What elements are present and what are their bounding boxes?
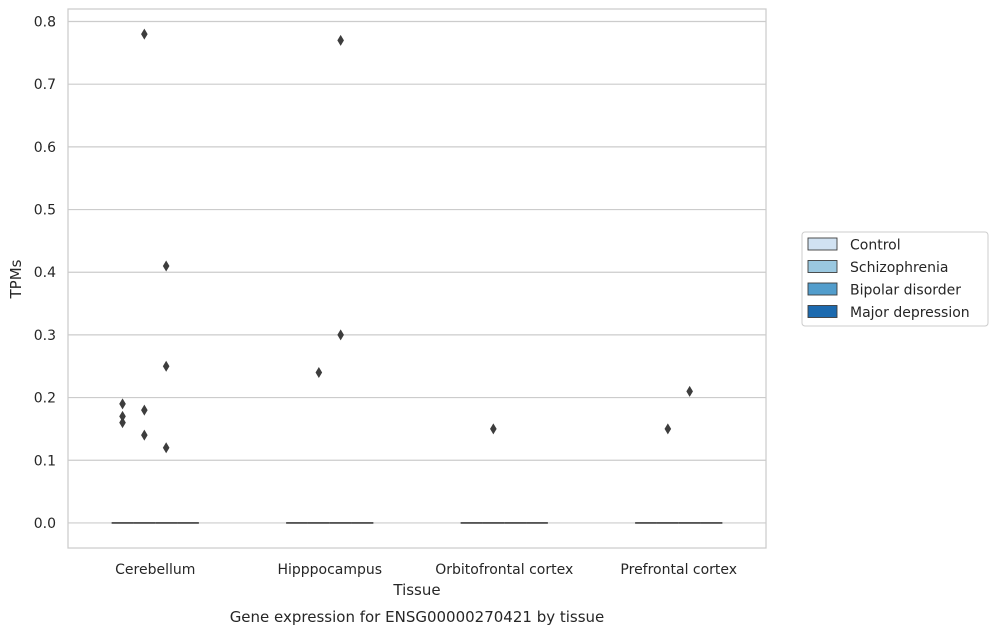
legend-items: Control Schizophrenia Bipolar disorder Majo… [807,237,970,321]
y-tick-label: 0.2 [34,391,56,407]
x-tick-label: Orbitofrontal cortex [435,562,573,578]
y-tick-label: 0.8 [34,15,56,31]
legend-frame [801,231,989,327]
outlier-point [686,385,693,397]
outlier-point [315,367,323,379]
outlier-point [162,360,170,372]
legend-entry: Major depression [850,305,970,321]
legend-entry: Control [850,238,901,254]
grid-layer [68,20,766,524]
outlier-point [162,260,170,272]
outlier-point [119,398,126,410]
outlier-point [119,410,126,422]
outlier-point [664,423,672,435]
plot-frame [67,8,767,549]
y-tick-label: 0.6 [34,140,56,156]
legend-swatch [807,260,838,273]
y-tick-label: 0.4 [34,265,56,281]
y-tick-label: 0.3 [34,328,56,344]
y-tick-label: 0.7 [34,77,56,93]
x-tick-label: Cerebellum [115,562,195,578]
outlier-point [119,417,126,429]
x-tick-labels: Cerebellum Hipppocampus Orbitofrontal cort… [115,562,737,578]
y-tick-label: 0.1 [34,453,56,469]
legend: Control Schizophrenia Bipolar disorder Majo… [801,231,989,327]
outlier-point [337,329,344,341]
outlier-point [337,34,344,46]
legend-entry: Schizophrenia [850,260,948,276]
legend-entry: Bipolar disorder [850,283,961,299]
y-axis-label: TPMs [7,259,25,299]
chart-caption: Gene expression for ENSG00000270421 by t… [230,608,605,626]
legend-swatch [807,305,838,318]
y-tick-labels: 0.0 0.1 0.2 0.3 0.4 0.5 0.6 0.7 0.8 [34,15,56,532]
y-tick-label: 0.0 [34,516,56,532]
x-axis-label: Tissue [392,581,440,599]
x-tick-label: Prefrontal cortex [620,562,737,578]
outlier-point [141,28,148,40]
x-tick-label: Hipppocampus [277,562,382,578]
legend-swatch [807,237,838,251]
y-tick-label: 0.5 [34,203,56,219]
legend-swatch [807,282,838,296]
outlier-point [162,442,170,454]
outlier-point [141,429,148,441]
outlier-point [141,404,148,416]
outlier-point [490,423,497,435]
outlier-layer [119,28,693,454]
